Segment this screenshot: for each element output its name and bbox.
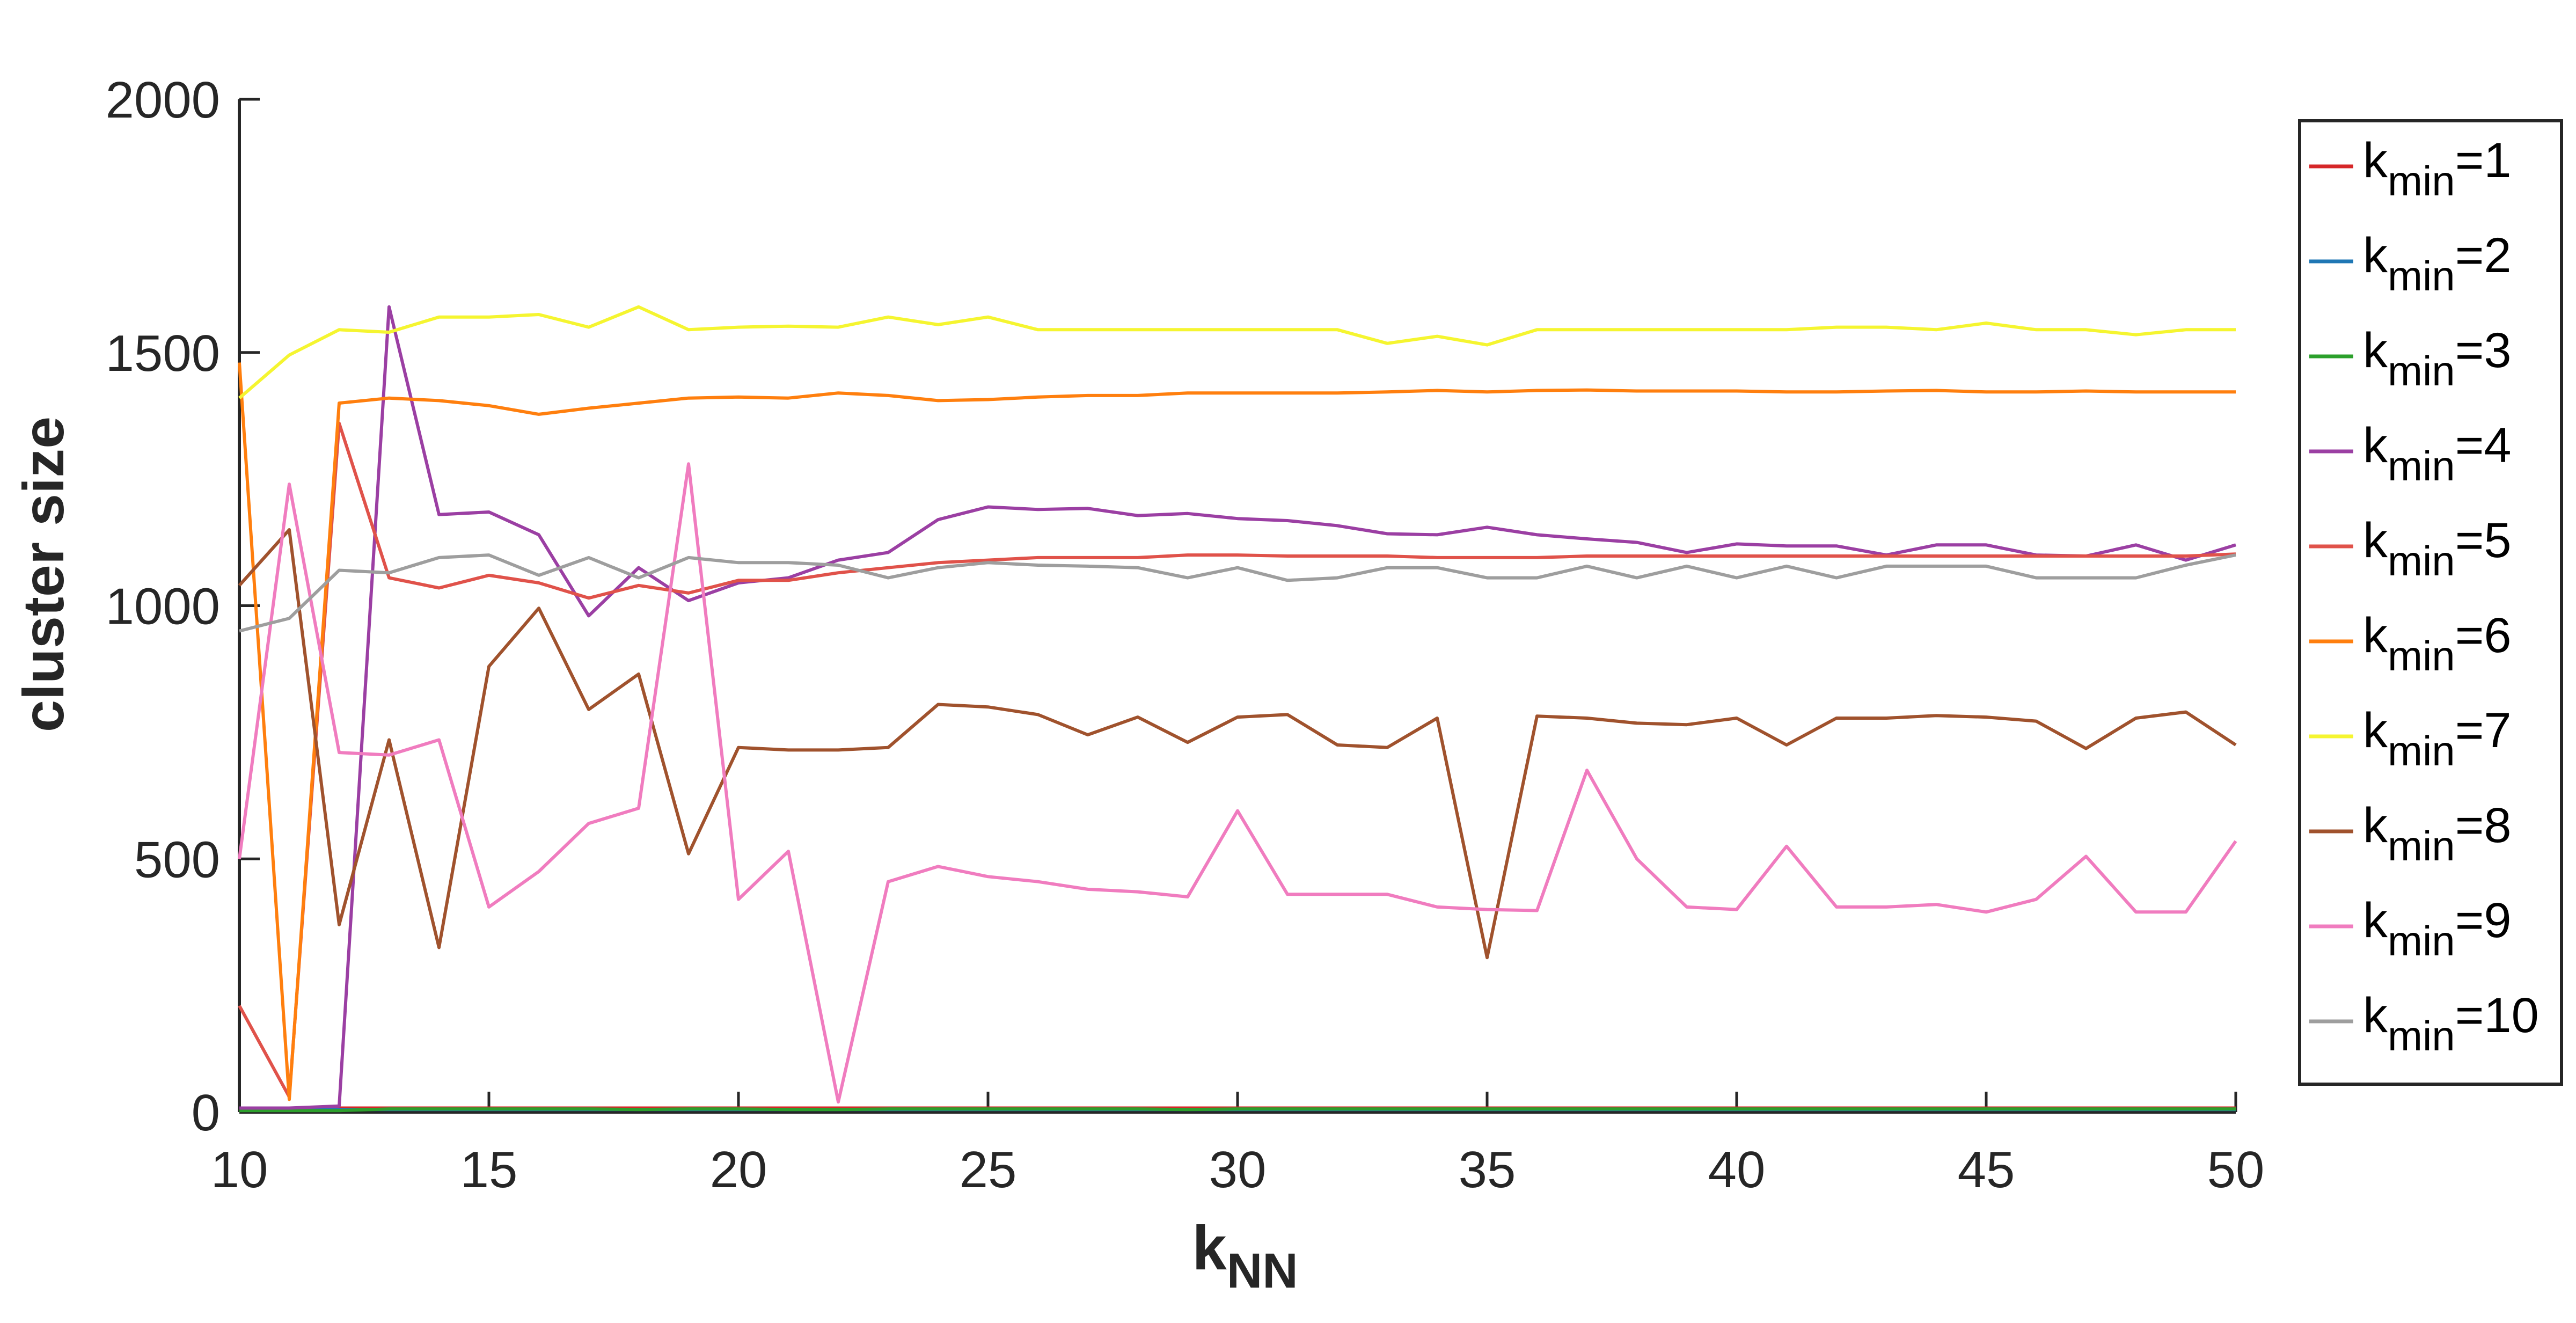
x-tick-label: 45 xyxy=(1958,1141,2015,1198)
legend-entry-sub: min xyxy=(2388,632,2455,679)
series-line-kmin-10 xyxy=(239,553,2236,633)
x-tick-label: 20 xyxy=(710,1141,767,1198)
series-layer xyxy=(238,305,2237,1113)
legend-entry-suffix: =1 xyxy=(2455,133,2512,188)
legend-entry-sub: min xyxy=(2388,1012,2455,1059)
y-tick-label: 1000 xyxy=(105,578,220,635)
x-tick-label: 15 xyxy=(460,1141,518,1198)
legend-entry-suffix: =10 xyxy=(2455,988,2539,1043)
legend-entry-label: kmin=5 xyxy=(2363,513,2512,584)
legend-entry-name: k xyxy=(2363,703,2388,758)
legend-entry-name: k xyxy=(2363,323,2388,378)
legend-entry-label: kmin=1 xyxy=(2363,133,2512,204)
legend-entry-label: kmin=6 xyxy=(2363,608,2512,679)
legend-entry-suffix: =8 xyxy=(2455,798,2512,853)
legend-entry-suffix: =2 xyxy=(2455,228,2512,283)
legend-entry-sub: min xyxy=(2388,347,2455,394)
series-line-kmin-6 xyxy=(238,362,2236,1101)
legend-entry-suffix: =6 xyxy=(2455,608,2512,663)
legend-entry-name: k xyxy=(2363,608,2388,663)
legend-entry-name: k xyxy=(2363,418,2388,473)
legend-entry-suffix: =7 xyxy=(2455,703,2512,758)
legend-entry-sub: min xyxy=(2388,252,2455,299)
legend-box xyxy=(2298,119,2563,1086)
legend-entry-sub: min xyxy=(2388,537,2455,584)
legend-entry-name: k xyxy=(2363,893,2388,948)
series-line-kmin-8 xyxy=(238,528,2237,960)
legend-entry-label: kmin=3 xyxy=(2363,323,2512,394)
x-axis-label-sub: NN xyxy=(1227,1244,1298,1298)
series-line-kmin-9 xyxy=(238,462,2237,1104)
y-tick-label: 2000 xyxy=(105,71,220,129)
series-line-kmin-3 xyxy=(239,1107,2236,1113)
legend-entry-suffix: =3 xyxy=(2455,323,2512,378)
legend-entry-name: k xyxy=(2363,988,2388,1043)
x-tick-label: 40 xyxy=(1708,1141,1766,1198)
y-tick-label: 0 xyxy=(192,1084,220,1142)
legend-entry-name: k xyxy=(2363,228,2388,283)
legend-entry-suffix: =4 xyxy=(2455,418,2512,473)
legend-entry-suffix: =5 xyxy=(2455,513,2512,568)
legend-entry-sub: min xyxy=(2388,157,2455,204)
legend-entry-sub: min xyxy=(2388,727,2455,774)
legend-entry-sub: min xyxy=(2388,442,2455,489)
legend-entry-name: k xyxy=(2363,133,2388,188)
legend-entry-sub: min xyxy=(2388,917,2455,964)
y-tick-label: 500 xyxy=(134,831,220,888)
legend-entry-label: kmin=7 xyxy=(2363,703,2512,774)
series-line-kmin-7 xyxy=(238,305,2236,399)
legend-entry-label: kmin=9 xyxy=(2363,893,2512,964)
y-tick-label: 1500 xyxy=(105,325,220,382)
x-tick-label: 25 xyxy=(960,1141,1017,1198)
legend-entry-name: k xyxy=(2363,513,2388,568)
x-tick-label: 50 xyxy=(2207,1141,2265,1198)
legend: kmin=1kmin=2kmin=3kmin=4kmin=5kmin=6kmin… xyxy=(2298,119,2563,1086)
x-axis-label-main: k xyxy=(1192,1213,1227,1283)
legend-entry-label: kmin=10 xyxy=(2363,988,2539,1059)
y-axis-label: cluster size xyxy=(11,416,76,732)
legend-entry-label: kmin=2 xyxy=(2363,228,2512,299)
x-tick-label: 35 xyxy=(1459,1141,1516,1198)
legend-entry-name: k xyxy=(2363,798,2388,853)
legend-entry-label: kmin=8 xyxy=(2363,798,2512,869)
series-line-kmin-5 xyxy=(238,421,2236,1099)
x-axis-label: kNN xyxy=(1192,1213,1298,1298)
series-line-kmin-4 xyxy=(239,305,2236,1110)
legend-entry-label: kmin=4 xyxy=(2363,418,2512,489)
x-tick-label: 10 xyxy=(211,1141,268,1198)
legend-entry-suffix: =9 xyxy=(2455,893,2512,948)
legend-entry-sub: min xyxy=(2388,822,2455,869)
x-tick-label: 30 xyxy=(1209,1141,1267,1198)
